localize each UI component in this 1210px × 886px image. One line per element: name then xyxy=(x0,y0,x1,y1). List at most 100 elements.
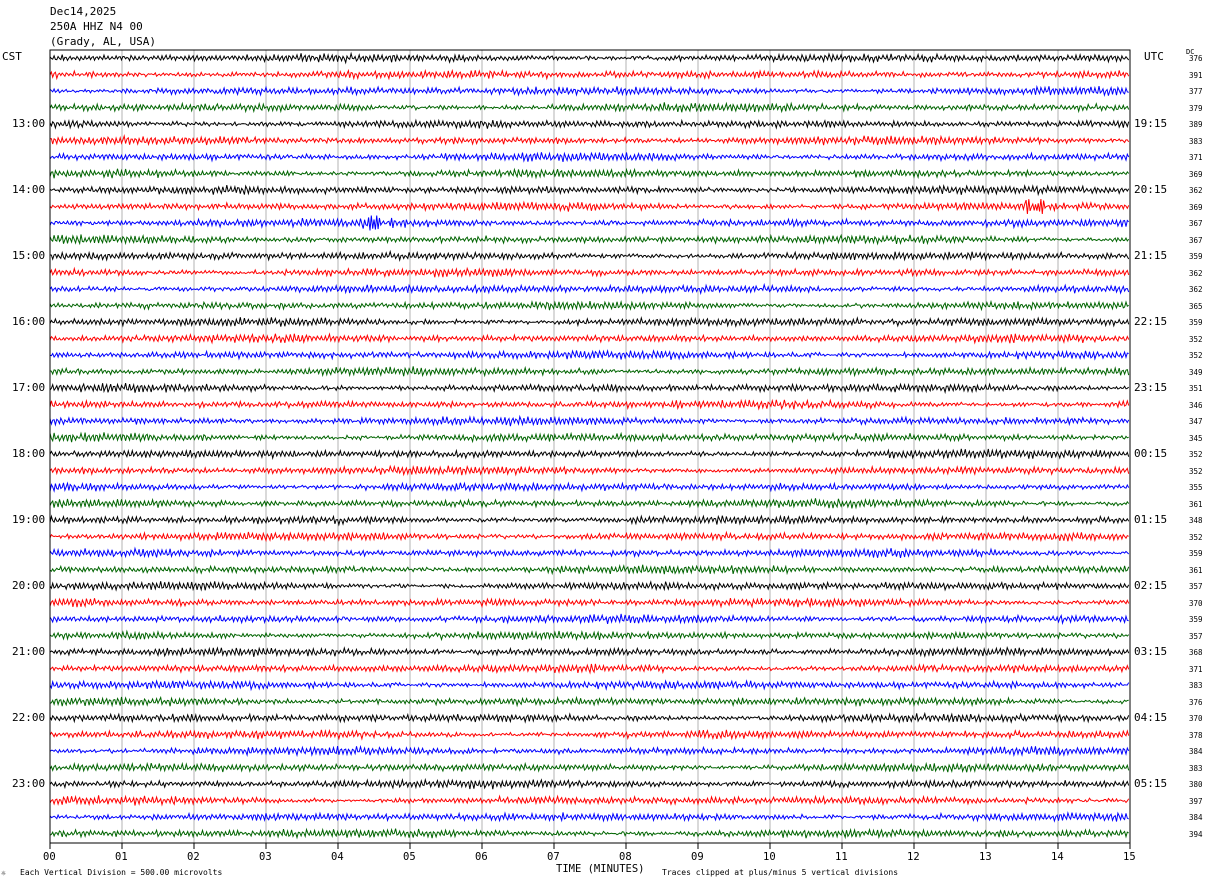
station-code: 250A HHZ N4 00 xyxy=(50,20,143,33)
seismic-trace xyxy=(49,464,1130,477)
seismic-traces xyxy=(49,51,1130,840)
seismic-trace xyxy=(49,448,1130,460)
dc-offset-value: 377 xyxy=(1189,87,1203,96)
dc-offset-value: 352 xyxy=(1189,351,1203,360)
seismic-trace xyxy=(49,546,1130,559)
dc-offset-value: 357 xyxy=(1189,631,1203,641)
x-tick-label: 05 xyxy=(403,851,416,863)
seismic-trace xyxy=(49,51,1130,65)
seismic-trace xyxy=(49,695,1129,708)
seismic-trace xyxy=(49,249,1130,262)
dc-offset-value: 352 xyxy=(1189,334,1203,344)
cst-hour-label: 17:00 xyxy=(12,381,46,394)
dc-offset-value: 376 xyxy=(1189,697,1203,707)
scale-note: Each Vertical Division = 500.00 microvol… xyxy=(20,868,223,877)
cst-hour-label: 14:00 xyxy=(12,183,46,196)
seismic-trace xyxy=(49,414,1130,427)
dc-offset-value: 378 xyxy=(1189,730,1203,740)
dc-offset-value: 349 xyxy=(1189,367,1203,377)
seismic-trace xyxy=(49,711,1130,724)
dc-offset-value: 361 xyxy=(1189,499,1203,509)
dc-offset-value: 380 xyxy=(1189,780,1203,789)
utc-hour-label: 01:15 xyxy=(1134,513,1168,526)
cst-hour-label: 19:00 xyxy=(12,513,46,526)
utc-hour-label: 02:15 xyxy=(1134,579,1168,592)
cst-hour-label: 23:00 xyxy=(12,777,46,790)
seismic-trace xyxy=(49,728,1130,741)
seismic-trace xyxy=(49,794,1130,807)
dc-offset-value: 359 xyxy=(1189,252,1203,261)
x-tick-label: 01 xyxy=(115,851,128,863)
seismic-trace xyxy=(49,563,1130,576)
x-tick-label: 10 xyxy=(763,851,776,863)
dc-offset-value: 367 xyxy=(1189,235,1203,245)
seismic-trace xyxy=(49,646,1130,658)
seismic-trace xyxy=(49,382,1130,395)
seismic-trace xyxy=(49,215,1130,231)
clip-note: Traces clipped at plus/minus 5 vertical … xyxy=(662,868,899,877)
x-tick-label: 04 xyxy=(331,851,344,863)
dc-offset-header: DC xyxy=(1186,48,1195,56)
cst-hour-label: 21:00 xyxy=(12,645,46,658)
dc-offset-value: 345 xyxy=(1189,433,1203,443)
dc-offset-value: 394 xyxy=(1189,829,1203,839)
seismic-trace xyxy=(49,827,1129,840)
dc-offset-value: 352 xyxy=(1189,532,1203,542)
dc-offset-value: 371 xyxy=(1189,664,1203,674)
dc-offset-value: 351 xyxy=(1189,384,1203,393)
plot-date: Dec14,2025 xyxy=(50,5,117,18)
dc-offset-value: 365 xyxy=(1189,301,1203,311)
dc-offset-value: 370 xyxy=(1189,714,1203,723)
seismic-trace xyxy=(49,167,1130,180)
x-tick-label: 00 xyxy=(43,851,56,863)
dc-offset-value: 368 xyxy=(1189,648,1203,657)
seismic-trace xyxy=(49,679,1130,692)
x-ticks xyxy=(49,843,1131,849)
plot-frame xyxy=(49,49,1131,844)
utc-hour-label: 20:15 xyxy=(1134,183,1168,196)
utc-hour-label: 21:15 xyxy=(1134,249,1168,262)
dc-offset-value: 359 xyxy=(1189,615,1203,624)
x-tick-label: 15 xyxy=(1123,851,1136,863)
seismic-trace xyxy=(49,810,1129,823)
utc-hour-label: 19:15 xyxy=(1134,117,1168,130)
seismic-trace xyxy=(49,431,1129,444)
utc-hour-label: 04:15 xyxy=(1134,711,1168,724)
dc-offset-value: 359 xyxy=(1189,549,1203,558)
x-tick-label: 12 xyxy=(907,851,920,863)
dc-offset-value: 391 xyxy=(1189,70,1203,80)
dc-offset-value: 362 xyxy=(1189,186,1203,195)
station-location: (Grady, AL, USA) xyxy=(50,35,156,48)
seismic-trace xyxy=(49,299,1129,312)
seismic-trace xyxy=(49,497,1130,510)
x-tick-label: 13 xyxy=(979,851,992,863)
seismic-trace xyxy=(49,118,1130,130)
utc-hour-label: 03:15 xyxy=(1134,645,1168,658)
dc-offset-value: 397 xyxy=(1189,796,1203,806)
seismic-trace xyxy=(49,365,1130,378)
dc-offset-value: 384 xyxy=(1189,813,1203,822)
seismic-trace xyxy=(49,597,1130,609)
seismic-trace xyxy=(49,233,1130,246)
x-axis-title: TIME (MINUTES) xyxy=(556,863,645,875)
dc-offset-value: 355 xyxy=(1189,483,1203,492)
utc-hour-label: 23:15 xyxy=(1134,381,1168,394)
dc-offset-value: 359 xyxy=(1189,318,1203,327)
seismic-trace xyxy=(49,348,1129,361)
seismic-trace xyxy=(49,481,1130,493)
plot-grid xyxy=(121,50,1059,843)
dc-offset-value: 383 xyxy=(1189,681,1203,690)
cst-hour-label: 22:00 xyxy=(12,711,46,724)
dc-offset-value: 369 xyxy=(1189,202,1203,212)
dc-offset-value: 362 xyxy=(1189,268,1203,278)
seismic-trace xyxy=(49,530,1129,543)
seismic-trace xyxy=(49,84,1129,97)
seismic-trace xyxy=(49,580,1130,592)
cst-hour-label: 16:00 xyxy=(12,315,46,328)
dc-offset-value: 383 xyxy=(1189,136,1203,146)
dc-offset-value: 348 xyxy=(1189,516,1203,525)
seismic-trace xyxy=(49,629,1130,642)
seismic-trace xyxy=(49,777,1130,790)
x-tick-label: 03 xyxy=(259,851,272,863)
